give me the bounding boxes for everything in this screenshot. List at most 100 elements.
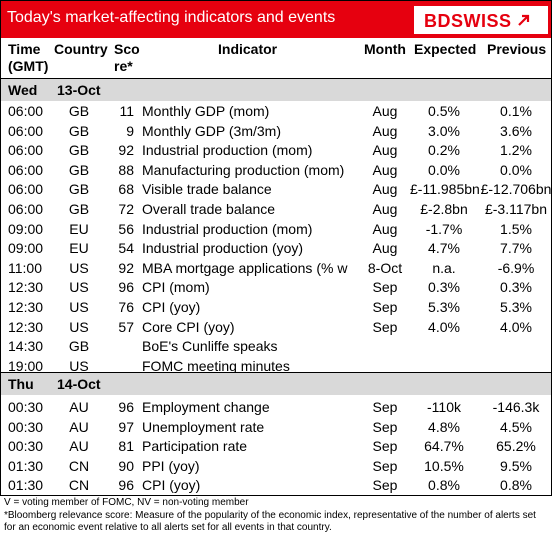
table-row: 12:30 US 96 CPI (mom) Sep 0.3% 0.3%: [0, 278, 552, 297]
cell-previous: 9.5%: [500, 457, 532, 474]
cell-month: Sep: [372, 438, 398, 455]
cell-indicator: Industrial production (mom): [142, 142, 313, 159]
cell-country: GB: [68, 201, 90, 217]
cell-time: 01:30: [8, 457, 44, 474]
header-country: Country: [54, 41, 108, 57]
cell-month: Sep: [372, 318, 398, 335]
cell-score: 92: [118, 142, 134, 159]
divider: [0, 0, 552, 1]
cell-month: Sep: [372, 299, 398, 315]
bdswiss-logo: BDSWISS: [414, 6, 548, 34]
table-row: 09:00 EU 54 Industrial production (yoy) Aug 4…: [0, 239, 552, 258]
cell-expected: £-11.985bn: [410, 181, 480, 198]
column-headers: Time (GMT) Country Sco re* Indicator Month…: [0, 38, 552, 78]
cell-indicator: FOMC meeting minutes: [142, 357, 290, 374]
cell-time: 12:30: [8, 318, 44, 335]
cell-month: Aug: [372, 161, 398, 178]
cell-previous: 0.1%: [500, 103, 532, 119]
cell-country: CN: [68, 477, 90, 494]
cell-indicator: Manufacturing production (mom): [142, 161, 345, 178]
cell-month: Sep: [372, 418, 398, 435]
cell-indicator: Participation rate: [142, 438, 248, 455]
cell-country: GB: [68, 181, 90, 198]
cell-month: Aug: [372, 201, 398, 217]
cell-expected: 0.0%: [428, 161, 460, 178]
cell-expected: 10.5%: [424, 457, 464, 474]
cell-country: AU: [69, 399, 89, 415]
day-bar-2: Thu 14-Oct: [0, 373, 552, 395]
cell-previous: 4.5%: [500, 418, 532, 435]
cell-score: 54: [118, 240, 134, 257]
cell-country: GB: [68, 161, 90, 178]
cell-time: 06:00: [8, 122, 44, 139]
cell-expected: 4.8%: [428, 418, 460, 435]
cell-previous: 5.3%: [500, 299, 532, 315]
cell-time: 06:00: [8, 142, 44, 159]
cell-expected: £-2.8bn: [420, 201, 468, 217]
cell-indicator: CPI (yoy): [142, 299, 201, 315]
cell-time: 06:00: [8, 181, 44, 198]
logo-arrow-icon: [518, 14, 530, 26]
cell-score: 9: [126, 122, 134, 139]
cell-indicator: Industrial production (yoy): [142, 240, 304, 257]
cell-time: 00:30: [8, 438, 44, 455]
cell-expected: -1.7%: [425, 220, 463, 237]
cell-time: 12:30: [8, 299, 44, 315]
cell-country: EU: [69, 240, 89, 257]
cell-score: 81: [118, 438, 134, 455]
cell-previous: £-12.706bn: [480, 181, 552, 198]
title-bar: Today's market-affecting indicators and …: [0, 0, 552, 38]
cell-expected: 64.7%: [424, 438, 464, 455]
cell-month: Sep: [372, 279, 398, 296]
cell-previous: 4.0%: [500, 318, 532, 335]
table-row: 01:30 CN 96 CPI (yoy) Sep 0.8% 0.8%: [0, 476, 552, 495]
header-month: Month: [364, 41, 406, 57]
cell-expected: n.a.: [432, 259, 456, 276]
header-time: Time (GMT): [8, 41, 49, 74]
cell-score: 88: [118, 161, 134, 178]
cell-time: 06:00: [8, 201, 44, 217]
table-row: 06:00 GB 72 Overall trade balance Aug £-2.8bn…: [0, 200, 552, 219]
cell-country: GB: [68, 122, 90, 139]
cell-score: 96: [118, 399, 134, 415]
cell-indicator: Employment change: [142, 399, 270, 415]
divider: [0, 495, 552, 496]
table-row: 06:00 GB 92 Industrial production (mom) Aug 0…: [0, 141, 552, 160]
cell-previous: 3.6%: [500, 122, 532, 139]
cell-expected: 0.2%: [428, 142, 460, 159]
cell-previous: 1.5%: [500, 220, 532, 237]
cell-country: AU: [69, 438, 89, 455]
cell-indicator: Monthly GDP (3m/3m): [142, 122, 281, 139]
cell-expected: 0.3%: [428, 279, 460, 296]
cell-time: 12:30: [8, 279, 44, 296]
cell-score: 96: [118, 279, 134, 296]
cell-previous: 0.8%: [500, 477, 532, 494]
cell-country: CN: [68, 457, 90, 474]
cell-score: 96: [118, 477, 134, 494]
page-title: Today's market-affecting indicators and …: [7, 9, 336, 26]
divider: [0, 372, 552, 373]
cell-month: Aug: [372, 220, 398, 237]
cell-time: 06:00: [8, 103, 44, 119]
cell-month: Aug: [372, 181, 398, 198]
cell-country: GB: [68, 142, 90, 159]
cell-country: US: [69, 279, 89, 296]
cell-time: 06:00: [8, 161, 44, 178]
cell-month: Sep: [372, 457, 398, 474]
cell-country: US: [69, 299, 89, 315]
cell-indicator: Industrial production (mom): [142, 220, 313, 237]
cell-score: 97: [118, 418, 134, 435]
cell-score: 92: [118, 259, 134, 276]
cell-indicator: Visible trade balance: [142, 181, 272, 198]
cell-score: 11: [119, 103, 134, 119]
cell-previous: 0.0%: [500, 161, 532, 178]
cell-month: Aug: [372, 142, 398, 159]
cell-indicator: Core CPI (yoy): [142, 318, 235, 335]
cell-indicator: Unemployment rate: [142, 418, 265, 435]
cell-expected: 5.3%: [428, 299, 460, 315]
cell-month: 8-Oct: [367, 259, 403, 276]
cell-indicator: BoE's Cunliffe speaks: [142, 338, 278, 355]
cell-month: Aug: [372, 122, 398, 139]
cell-score: 90: [118, 457, 134, 474]
